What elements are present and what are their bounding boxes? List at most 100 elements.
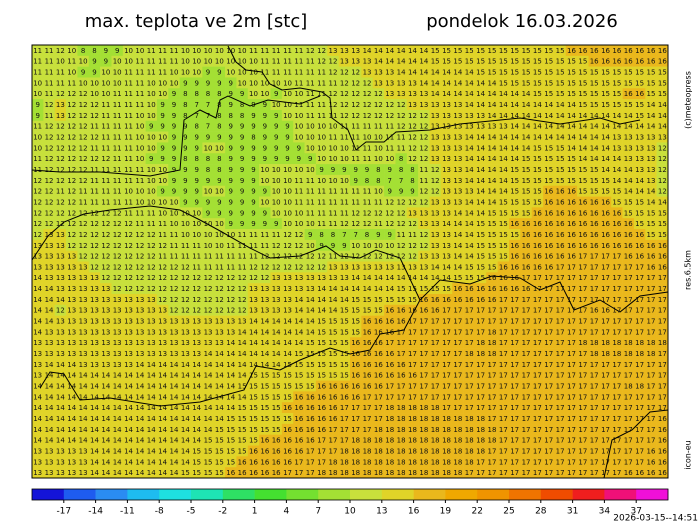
cell-value: 15 [567, 79, 576, 87]
cell-color [509, 142, 521, 154]
cell-value: 9 [263, 144, 267, 152]
cell-color [350, 45, 362, 57]
cell-color [509, 66, 521, 78]
cell-color [327, 261, 339, 273]
cell-value: 13 [442, 144, 451, 152]
cell-color [179, 153, 192, 165]
cell-color [633, 261, 646, 273]
cell-value: 14 [635, 123, 644, 131]
cell-value: 13 [283, 285, 292, 293]
cell-value: 12 [397, 198, 406, 206]
cell-value: 14 [283, 339, 292, 347]
cell-value: 16 [612, 220, 621, 228]
cell-value: 14 [476, 90, 485, 98]
cell-value: 11 [419, 166, 428, 174]
cell-value: 14 [56, 404, 65, 412]
cell-color [100, 99, 112, 111]
cell-color [372, 185, 385, 197]
cell-color [372, 142, 385, 154]
cell-value: 17 [533, 318, 542, 326]
cell-value: 14 [590, 123, 599, 131]
cell-value: 10 [329, 144, 338, 152]
cell-value: 17 [510, 458, 519, 466]
cell-value: 15 [215, 469, 224, 477]
cell-value: 10 [33, 134, 42, 142]
cell-color [520, 304, 533, 316]
cell-value: 11 [294, 198, 303, 206]
cell-color [213, 109, 226, 122]
cell-color [236, 229, 249, 241]
cell-value: 9 [160, 101, 164, 109]
cell-color [418, 153, 430, 165]
cell-value: 15 [442, 285, 451, 293]
cell-value: 18 [397, 404, 406, 412]
cell-color [463, 239, 476, 251]
cell-value: 15 [556, 79, 565, 87]
cell-color [384, 272, 396, 284]
cell-value: 13 [101, 285, 110, 293]
cell-color [611, 45, 623, 57]
cell-value: 14 [272, 350, 281, 358]
cell-color [202, 66, 215, 78]
cell-value: 17 [635, 447, 644, 455]
cell-color [531, 66, 544, 78]
cell-color [179, 229, 192, 241]
cell-value: 16 [556, 220, 565, 228]
cell-value: 10 [158, 134, 167, 142]
cell-color [315, 261, 328, 273]
cell-value: 12 [192, 274, 201, 282]
cell-color [531, 272, 544, 284]
cell-value: 13 [135, 296, 144, 304]
cell-color [350, 207, 362, 219]
cell-color [179, 174, 192, 187]
cell-value: 13 [329, 274, 338, 282]
cell-value: 15 [204, 447, 213, 455]
cell-value: 13 [90, 361, 99, 369]
cell-value: 14 [33, 415, 42, 423]
cell-value: 13 [476, 123, 485, 131]
cell-value: 17 [408, 382, 417, 390]
cell-color [145, 131, 158, 143]
cell-value: 17 [601, 426, 610, 434]
cell-value: 14 [56, 426, 65, 434]
cell-value: 9 [115, 47, 119, 55]
cell-value: 18 [431, 458, 440, 466]
cell-color [486, 207, 498, 219]
cell-value: 13 [453, 177, 462, 185]
cell-value: 13 [351, 47, 360, 55]
cell-color [247, 315, 260, 327]
colorbar-swatch [63, 489, 96, 500]
cell-value: 14 [101, 458, 110, 466]
cell-value: 9 [206, 198, 210, 206]
cell-color [327, 88, 339, 100]
cell-color [304, 304, 317, 316]
cell-color [202, 88, 215, 100]
cell-value: 16 [453, 296, 462, 304]
cell-value: 17 [408, 328, 417, 336]
cell-color [179, 250, 192, 262]
cell-value: 18 [419, 447, 428, 455]
cell-value: 16 [363, 339, 372, 347]
cell-value: 13 [397, 79, 406, 87]
cell-color [509, 261, 521, 273]
cell-color [418, 218, 430, 230]
cell-color [554, 45, 567, 57]
cell-color [327, 164, 339, 176]
cell-value: 11 [33, 123, 42, 131]
cell-value: 13 [408, 79, 417, 87]
cell-value: 12 [124, 285, 133, 293]
cell-value: 15 [590, 90, 599, 98]
cell-value: 13 [408, 263, 417, 271]
cell-value: 14 [56, 437, 65, 445]
cell-value: 14 [488, 166, 497, 174]
cell-color [656, 293, 669, 306]
cell-value: 14 [294, 328, 303, 336]
cell-value: 16 [522, 242, 531, 250]
cell-value: 17 [590, 393, 599, 401]
cell-value: 15 [488, 253, 497, 261]
cell-value: 10 [272, 79, 281, 87]
cell-value: 13 [33, 242, 42, 250]
cell-value: 15 [522, 209, 531, 217]
cell-color [395, 304, 408, 316]
cell-value: 12 [56, 123, 65, 131]
